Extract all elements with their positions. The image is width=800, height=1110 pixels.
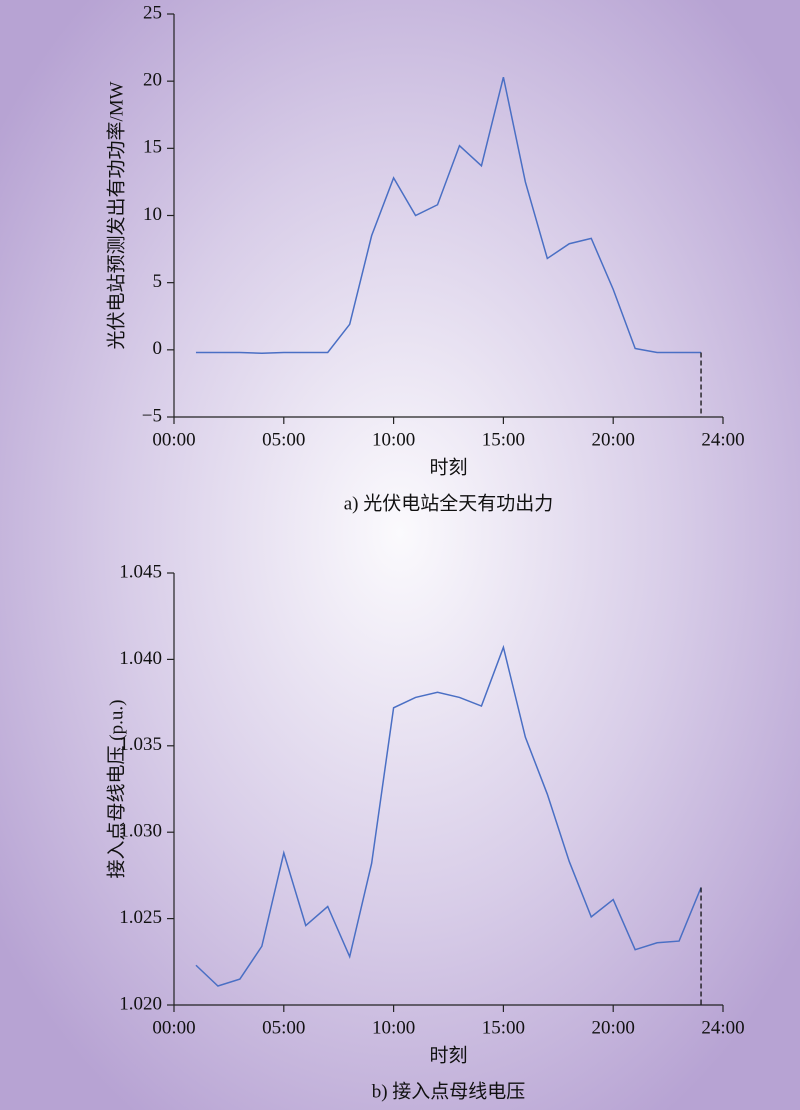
y-tick-label: 25: [143, 2, 162, 23]
x-tick-label: 20:00: [592, 1017, 635, 1038]
x-tick-label: 10:00: [372, 429, 415, 450]
x-tick-label: 15:00: [482, 429, 525, 450]
x-tick-label: 05:00: [262, 1017, 305, 1038]
x-tick-label: 15:00: [482, 1017, 525, 1038]
y-tick-label: 1.040: [119, 648, 162, 669]
y-tick-label: 1.030: [119, 821, 162, 842]
y-tick-label: 1.020: [119, 993, 162, 1014]
y-tick-label: 5: [153, 271, 163, 292]
x-tick-label: 24:00: [701, 429, 744, 450]
y-tick-label: 1.045: [119, 561, 162, 582]
y-tick-label: 10: [143, 204, 162, 225]
x-tick-label: 24:00: [701, 1017, 744, 1038]
x-tick-label: 00:00: [152, 429, 195, 450]
y-tick-label: −5: [142, 405, 162, 426]
data-line: [195, 76, 702, 354]
y-axis-label: 接入点母线电压 (p.u.): [105, 700, 127, 879]
data-line: [195, 644, 702, 987]
y-tick-label: 15: [143, 137, 162, 158]
x-tick-label: 10:00: [372, 1017, 415, 1038]
x-tick-label: 00:00: [152, 1017, 195, 1038]
x-axis-label: 时刻: [429, 1044, 467, 1066]
x-tick-label: 20:00: [592, 429, 635, 450]
x-tick-label: 05:00: [262, 429, 305, 450]
y-tick-label: 20: [143, 70, 162, 91]
caption: a) 光伏电站全天有功出力: [344, 492, 554, 514]
y-tick-label: 1.035: [119, 734, 162, 755]
y-tick-label: 0: [153, 338, 163, 359]
y-axis-label: 光伏电站预测发出有功功率/MW: [105, 81, 127, 349]
caption: b) 接入点母线电压: [372, 1080, 526, 1102]
x-axis-label: 时刻: [429, 456, 467, 478]
y-tick-label: 1.025: [119, 907, 162, 928]
